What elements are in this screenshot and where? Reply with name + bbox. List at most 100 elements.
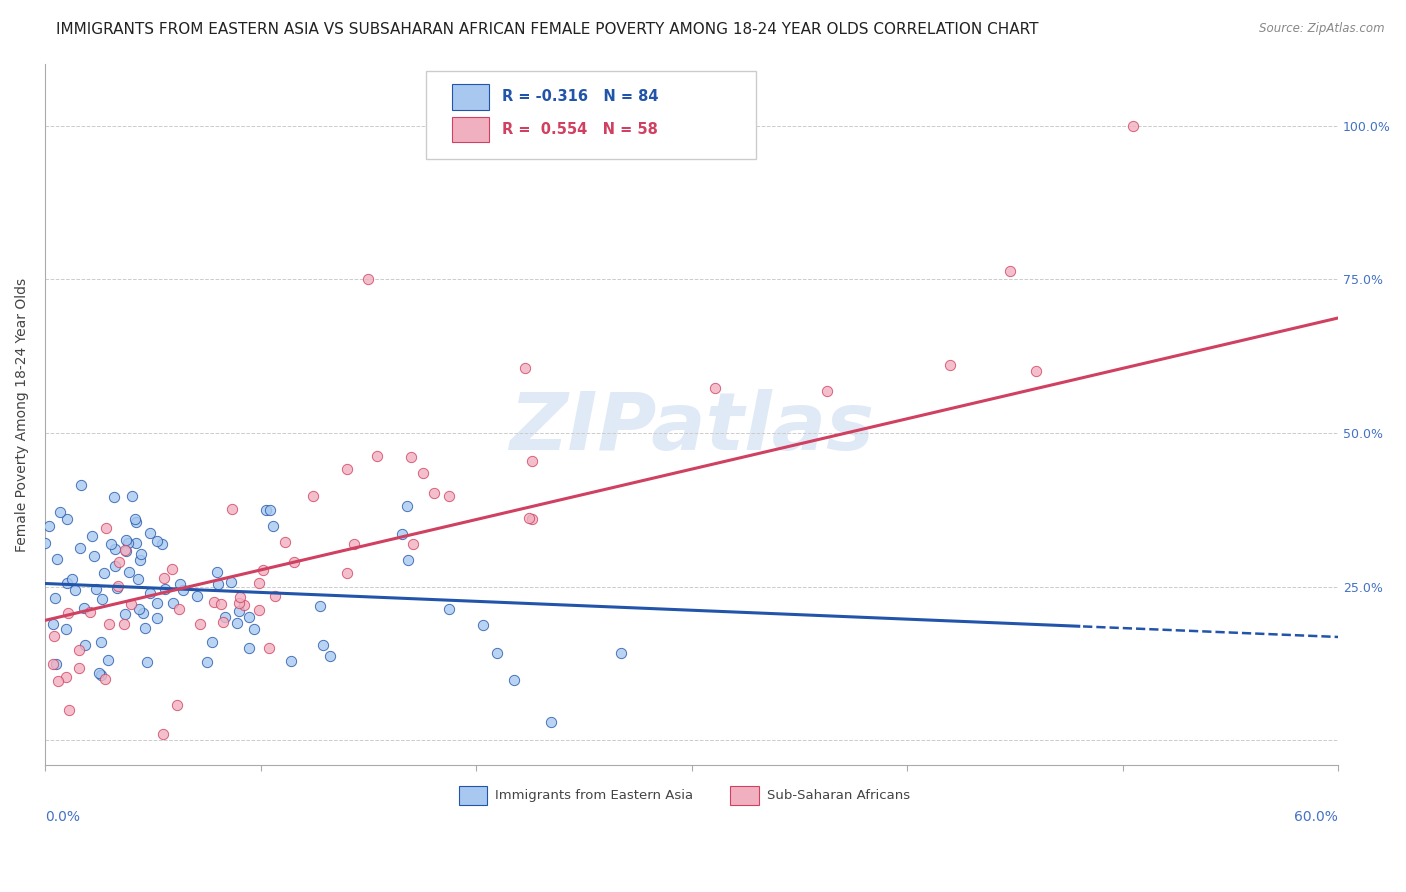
Point: [107, 555, 129, 569]
Point: [114, 607, 136, 621]
Point: [610, 646, 633, 660]
Point: [423, 486, 446, 500]
Point: [45, 657, 67, 671]
Point: [83, 549, 105, 563]
Point: [205, 566, 228, 580]
Point: [128, 602, 150, 616]
Point: [100, 537, 122, 551]
Point: [145, 533, 167, 548]
Point: [209, 597, 232, 611]
Point: [107, 579, 129, 593]
Point: [471, 618, 494, 632]
Point: [70, 478, 93, 492]
Point: [399, 450, 422, 465]
Point: [238, 641, 260, 656]
Text: Source: ZipAtlas.com: Source: ZipAtlas.com: [1260, 22, 1385, 36]
Point: [118, 565, 141, 579]
Point: [247, 602, 270, 616]
Text: Sub-Saharan Africans: Sub-Saharan Africans: [766, 789, 910, 802]
Point: [939, 358, 962, 372]
Point: [55, 512, 77, 526]
Text: ZIPatlas: ZIPatlas: [509, 390, 875, 467]
Point: [132, 606, 155, 620]
Point: [201, 635, 224, 649]
Point: [127, 572, 149, 586]
Point: [254, 502, 277, 516]
Point: [186, 589, 208, 603]
Point: [221, 501, 243, 516]
Point: [166, 698, 188, 712]
Point: [391, 526, 413, 541]
Point: [439, 490, 461, 504]
Point: [104, 559, 127, 574]
Point: [169, 576, 191, 591]
Point: [259, 503, 281, 517]
Point: [125, 515, 148, 529]
Point: [515, 361, 537, 376]
Point: [115, 533, 138, 547]
Point: [228, 596, 250, 610]
Point: [336, 566, 359, 581]
Text: IMMIGRANTS FROM EASTERN ASIA VS SUBSAHARAN AFRICAN FEMALE POVERTY AMONG 18-24 YE: IMMIGRANTS FROM EASTERN ASIA VS SUBSAHAR…: [56, 22, 1039, 37]
Point: [90, 635, 112, 649]
Point: [139, 586, 162, 600]
Point: [42, 629, 65, 643]
Point: [98, 616, 121, 631]
Bar: [730, 786, 759, 805]
Point: [67, 660, 90, 674]
Point: [97, 653, 120, 667]
Point: [225, 615, 247, 630]
Point: [38, 519, 60, 533]
Point: [56, 606, 79, 620]
Bar: [453, 117, 488, 142]
Bar: [458, 786, 488, 805]
Point: [396, 552, 419, 566]
Point: [1122, 119, 1144, 133]
Point: [366, 449, 388, 463]
Point: [125, 536, 148, 550]
Text: R = -0.316   N = 84: R = -0.316 N = 84: [502, 89, 658, 104]
Point: [79, 605, 101, 619]
Point: [67, 643, 90, 657]
Point: [402, 536, 425, 550]
Point: [58, 703, 80, 717]
Point: [395, 499, 418, 513]
Point: [55, 670, 77, 684]
Point: [1025, 364, 1047, 378]
Point: [112, 616, 135, 631]
Point: [75, 638, 97, 652]
Point: [153, 582, 176, 596]
Point: [520, 512, 543, 526]
Point: [233, 598, 256, 612]
Point: [214, 610, 236, 624]
Point: [195, 655, 218, 669]
Point: [815, 384, 838, 399]
Point: [228, 604, 250, 618]
Point: [264, 590, 287, 604]
Point: [46, 552, 69, 566]
Point: [135, 655, 157, 669]
Point: [162, 596, 184, 610]
Y-axis label: Female Poverty Among 18-24 Year Olds: Female Poverty Among 18-24 Year Olds: [15, 277, 30, 551]
Point: [87, 665, 110, 680]
Point: [41, 657, 63, 672]
Point: [82, 528, 104, 542]
Point: [44, 591, 66, 605]
Point: [211, 615, 233, 629]
Point: [94, 521, 117, 535]
Point: [517, 510, 540, 524]
Point: [105, 581, 128, 595]
Point: [90, 592, 112, 607]
Point: [48, 505, 70, 519]
Point: [336, 462, 359, 476]
Point: [202, 595, 225, 609]
Point: [56, 575, 79, 590]
Point: [704, 381, 727, 395]
Point: [520, 454, 543, 468]
Point: [121, 489, 143, 503]
Bar: [453, 85, 488, 110]
Point: [243, 622, 266, 636]
Point: [120, 597, 142, 611]
Point: [114, 542, 136, 557]
Point: [503, 673, 526, 688]
